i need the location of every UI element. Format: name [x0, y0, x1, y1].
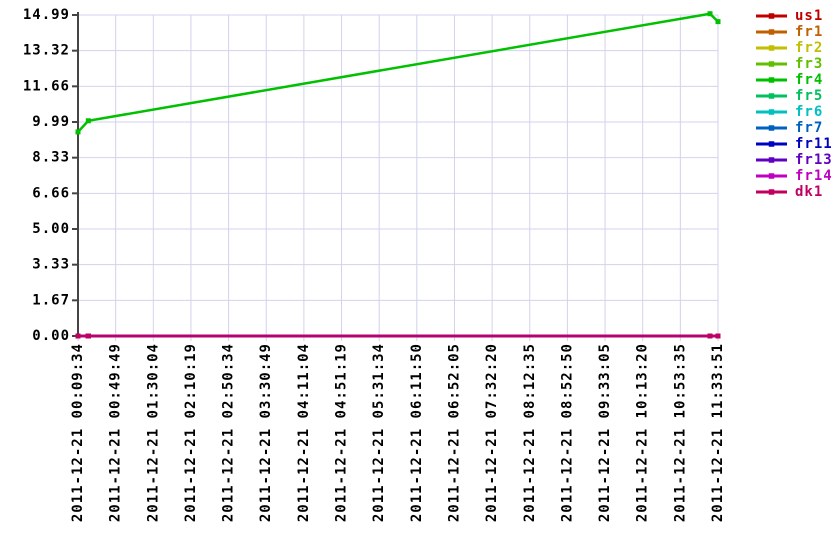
series-point-dk1	[85, 333, 91, 339]
x-tick-label: 2011-12-21 11:33:51	[710, 343, 726, 522]
x-tick-label: 2011-12-21 02:50:34	[221, 343, 237, 522]
y-tick-label: 8.33	[32, 150, 70, 166]
x-tick-label: 2011-12-21 09:33:05	[597, 343, 613, 522]
series-point-fr4	[715, 19, 721, 25]
legend-point-swatch	[768, 125, 775, 131]
x-tick-label-group: 2011-12-21 06:52:05	[446, 343, 462, 522]
x-tick-label-group: 2011-12-21 11:33:51	[710, 343, 726, 522]
y-tick-label: 3.33	[32, 257, 70, 273]
x-tick-label-group: 2011-12-21 07:32:20	[484, 343, 500, 522]
legend-point-swatch	[768, 141, 775, 147]
legend-point-swatch	[768, 93, 775, 99]
legend-label: fr2	[795, 40, 823, 56]
x-tick-label-group: 2011-12-21 00:49:49	[108, 343, 124, 522]
legend-label: us1	[795, 8, 823, 24]
legend-item-fr1: fr1	[756, 24, 823, 40]
legend-point-swatch	[768, 157, 775, 163]
legend-label: dk1	[795, 184, 823, 200]
series-point-fr4	[707, 11, 713, 17]
series-line-fr4	[77, 12, 719, 133]
legend-point-swatch	[768, 173, 775, 179]
legend-point-swatch	[768, 61, 775, 67]
y-tick-label: 6.66	[32, 185, 70, 201]
x-tick-label-group: 2011-12-21 08:52:50	[559, 343, 575, 522]
legend-point-swatch	[768, 13, 775, 19]
legend-label: fr13	[795, 152, 833, 168]
x-tick-label: 2011-12-21 00:49:49	[108, 343, 124, 522]
legend-item-fr2: fr2	[756, 40, 823, 56]
x-tick-label-group: 2011-12-21 01:30:04	[145, 343, 161, 522]
legend-point-swatch	[768, 109, 775, 115]
x-tick-label: 2011-12-21 10:53:35	[672, 343, 688, 522]
x-tick-label: 2011-12-21 08:52:50	[559, 343, 575, 522]
legend-item-fr6: fr6	[756, 104, 823, 120]
y-tick-label: 9.99	[32, 114, 70, 130]
x-tick-label-group: 2011-12-21 04:51:19	[334, 343, 350, 522]
x-tick-label: 2011-12-21 06:52:05	[446, 343, 462, 522]
legend-label: fr3	[795, 56, 823, 72]
legend-item-fr4: fr4	[756, 72, 823, 88]
x-tick-label-group: 2011-12-21 08:12:35	[522, 343, 538, 522]
x-tick-label-group: 2011-12-21 02:50:34	[221, 343, 237, 522]
x-tick-label: 2011-12-21 06:11:50	[409, 343, 425, 522]
legend-label: fr4	[795, 72, 823, 88]
legend-label: fr5	[795, 88, 823, 104]
legend-item-fr3: fr3	[756, 56, 823, 72]
series-point-dk1	[715, 333, 721, 339]
x-tick-label-group: 2011-12-21 05:31:34	[371, 343, 387, 522]
y-tick-label: 11.66	[23, 78, 70, 94]
legend-item-fr13: fr13	[756, 152, 833, 168]
x-tick-label-group: 2011-12-21 10:13:20	[635, 343, 651, 522]
legend-point-swatch	[768, 77, 775, 83]
legend-item-fr11: fr11	[756, 136, 833, 152]
legend-item-us1: us1	[756, 8, 823, 24]
y-tick-label: 14.99	[23, 7, 70, 23]
gridlines	[77, 14, 719, 341]
y-tick-labels: 0.00 1.67 3.33 5.00 6.66 8.33 9.99 11.66 13.32 14…	[23, 7, 70, 344]
series-point-dk1	[75, 333, 81, 339]
x-tick-label: 2011-12-21 08:12:35	[522, 343, 538, 522]
legend-label: fr11	[795, 136, 833, 152]
legend-item-fr7: fr7	[756, 120, 823, 136]
legend-label: fr1	[795, 24, 823, 40]
y-tick-label: 13.32	[23, 43, 70, 59]
x-tick-label-group: 2011-12-21 03:30:49	[258, 343, 274, 522]
y-tick-label: 1.67	[32, 292, 70, 308]
y-tick-label: 0.00	[32, 328, 70, 344]
axes	[72, 12, 79, 337]
x-tick-label-group: 2011-12-21 00:09:34	[70, 343, 86, 522]
x-tick-label: 2011-12-21 07:32:20	[484, 343, 500, 522]
x-tick-label: 2011-12-21 02:10:19	[183, 343, 199, 522]
legend-point-swatch	[768, 189, 775, 195]
x-tick-label: 2011-12-21 10:13:20	[635, 343, 651, 522]
legend-label: fr14	[795, 168, 833, 184]
x-tick-label: 2011-12-21 05:31:34	[371, 343, 387, 522]
series-lines	[75, 11, 721, 339]
legend-label: fr7	[795, 120, 823, 136]
x-tick-label-group: 2011-12-21 10:53:35	[672, 343, 688, 522]
x-tick-label-group: 2011-12-21 09:33:05	[597, 343, 613, 522]
x-tick-label: 2011-12-21 04:11:04	[296, 343, 312, 522]
x-tick-label-group: 2011-12-21 06:11:50	[409, 343, 425, 522]
series-point-dk1	[707, 333, 713, 339]
x-tick-label: 2011-12-21 01:30:04	[145, 343, 161, 522]
series-point-fr4	[85, 118, 91, 124]
x-tick-label-group: 2011-12-21 04:11:04	[296, 343, 312, 522]
legend-item-fr5: fr5	[756, 88, 823, 104]
series-point-fr4	[75, 129, 81, 135]
legend-point-swatch	[768, 29, 775, 35]
legend-item-dk1: dk1	[756, 184, 823, 200]
legend-item-fr14: fr14	[756, 168, 833, 184]
legend-point-swatch	[768, 45, 775, 51]
x-tick-labels: 2011-12-21 00:09:34 2011-12-21 00:49:49 20…	[70, 343, 726, 522]
y-tick-label: 5.00	[32, 221, 70, 237]
x-tick-label: 2011-12-21 03:30:49	[258, 343, 274, 522]
legend-label: fr6	[795, 104, 823, 120]
x-tick-label: 2011-12-21 04:51:19	[334, 343, 350, 522]
x-tick-label-group: 2011-12-21 02:10:19	[183, 343, 199, 522]
x-tick-label: 2011-12-21 00:09:34	[70, 343, 86, 522]
